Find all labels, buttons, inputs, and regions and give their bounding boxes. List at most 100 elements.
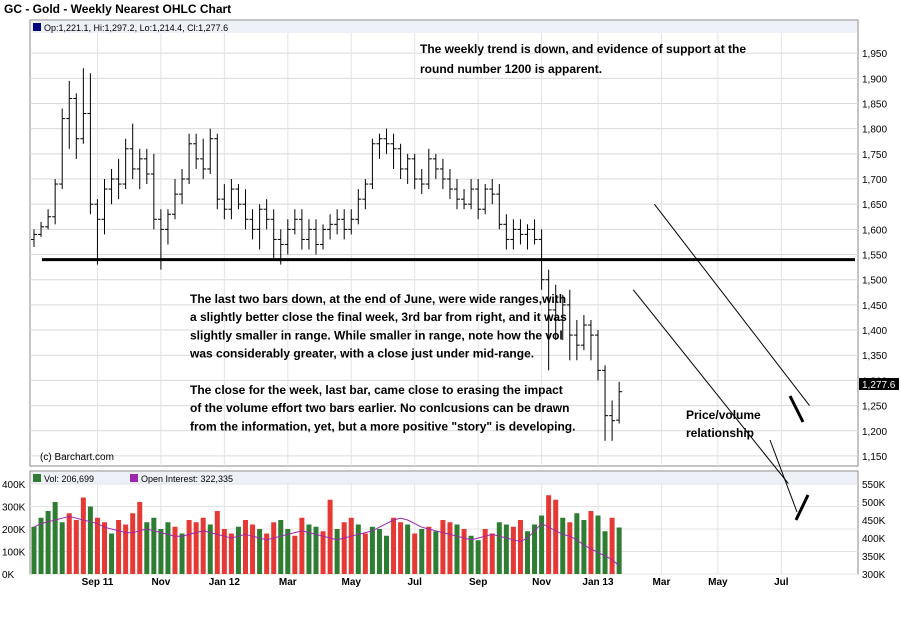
volume-bar [179, 533, 185, 574]
price-tick-label: 1,550 [862, 251, 887, 262]
annotation-line: round number 1200 is apparent. [420, 62, 602, 76]
volume-bar [475, 540, 481, 574]
ohlc-bar [432, 153, 439, 180]
volume-bar [73, 520, 79, 574]
ohlc-bar [404, 153, 411, 185]
oi-tick-label: 300K [862, 570, 886, 581]
grid-layer [30, 33, 858, 575]
price-tick-label: 1,200 [862, 427, 887, 438]
volume-bar [102, 522, 107, 574]
annotation-trend-note: The weekly trend is down, and evidence o… [420, 42, 746, 76]
volume-bar [341, 522, 347, 574]
ohlc-bar [263, 199, 270, 230]
volume-tick-label: 100K [2, 548, 26, 559]
time-tick-label: Jul [407, 577, 422, 588]
ohlc-bar [425, 148, 432, 190]
volume-bar [581, 520, 587, 574]
ohlc-bar [94, 199, 101, 265]
ohlc-bar [566, 289, 573, 361]
ohlc-bar [129, 123, 136, 180]
price-tick-label: 1,500 [862, 276, 887, 287]
ohlc-bar [496, 184, 503, 230]
price-tick-label: 1,400 [862, 326, 887, 337]
ohlc-bar [298, 209, 305, 250]
volume-bar [80, 497, 86, 574]
volume-bar [567, 522, 573, 574]
oi-tick-label: 500K [862, 498, 886, 509]
volume-bar [355, 524, 361, 574]
price-tick-label: 1,800 [862, 125, 887, 136]
volume-bar [144, 522, 150, 574]
ohlc-bar [390, 133, 397, 169]
ohlc-bar [482, 184, 489, 215]
ohlc-bar [369, 138, 376, 190]
ohlc-bar [179, 168, 186, 205]
volume-bar [546, 495, 552, 574]
volume-bar [482, 529, 488, 574]
ohlc-bar [362, 179, 369, 210]
volume-bar [172, 526, 178, 574]
volume-bar [391, 517, 397, 574]
volume-bar [45, 511, 51, 574]
ohlc-legend-text: Op:1,221.1, Hi:1,297.2, Lo:1,214.4, Cl:1… [44, 23, 228, 33]
price-range-marker [788, 395, 805, 423]
ohlc-bar [256, 204, 263, 250]
price-tick-label: 1,850 [862, 99, 887, 110]
ohlc-bar [45, 209, 52, 230]
volume-tick-label: 400K [2, 480, 26, 491]
time-tick-label: Nov [151, 577, 170, 588]
volume-range-marker [794, 494, 810, 521]
volume-bar [560, 517, 566, 574]
volume-bar [278, 520, 284, 574]
ohlc-bar [249, 209, 256, 240]
volume-bar [412, 533, 418, 574]
volume-tick-label: 200K [2, 525, 26, 536]
oi-legend-swatch [130, 474, 138, 482]
volume-bar [447, 522, 453, 574]
ohlc-legend-swatch [33, 23, 41, 31]
price-panel [29, 19, 859, 467]
price-tick-label: 1,450 [862, 301, 887, 312]
ohlc-bar [580, 314, 587, 351]
annotation-line: Price/volume [686, 408, 761, 422]
volume-bar [87, 506, 93, 574]
volume-bar [257, 529, 263, 574]
copyright-label: (c) Barchart.com [40, 452, 114, 463]
ohlc-bar [468, 179, 475, 210]
time-tick-label: Jan 12 [209, 577, 241, 588]
volume-legend-swatch [33, 474, 41, 482]
volume-bar [271, 522, 277, 574]
annotation-bars-note: The last two bars down, at the end of Ju… [189, 292, 575, 433]
volume-bar [59, 522, 65, 574]
volume-bar [116, 520, 122, 574]
volume-bar [595, 515, 601, 574]
price-tick-label: 1,650 [862, 200, 887, 211]
volume-bar [588, 511, 594, 574]
open-interest-line [33, 515, 620, 567]
volume-bar [151, 517, 157, 574]
volume-bar [369, 526, 375, 574]
volume-bar [66, 513, 72, 574]
volume-bar [609, 517, 615, 574]
volume-bar [616, 527, 622, 574]
volume-bar [348, 517, 354, 574]
ohlc-bar [101, 179, 108, 235]
volume-bar [433, 531, 439, 574]
volume-bar [510, 526, 516, 574]
ohlc-bar [454, 179, 460, 210]
ohlc-bar [235, 184, 242, 210]
ohlc-bar [411, 153, 418, 190]
channel-lower-line [632, 289, 789, 484]
ohlc-bar [524, 224, 531, 250]
ohlc-bar [164, 209, 171, 245]
volume-bar [525, 531, 530, 574]
volume-bar [137, 502, 143, 574]
annotation-line: relationship [686, 426, 754, 440]
volume-tick-label: 300K [2, 503, 26, 514]
oi-tick-label: 350K [862, 552, 886, 563]
volume-bar [574, 513, 580, 574]
annotation-line: slightly smaller in range. While smaller… [190, 328, 563, 342]
annotation-line: from the information, yet, but a more po… [190, 419, 575, 433]
ohlc-bar [115, 158, 122, 200]
